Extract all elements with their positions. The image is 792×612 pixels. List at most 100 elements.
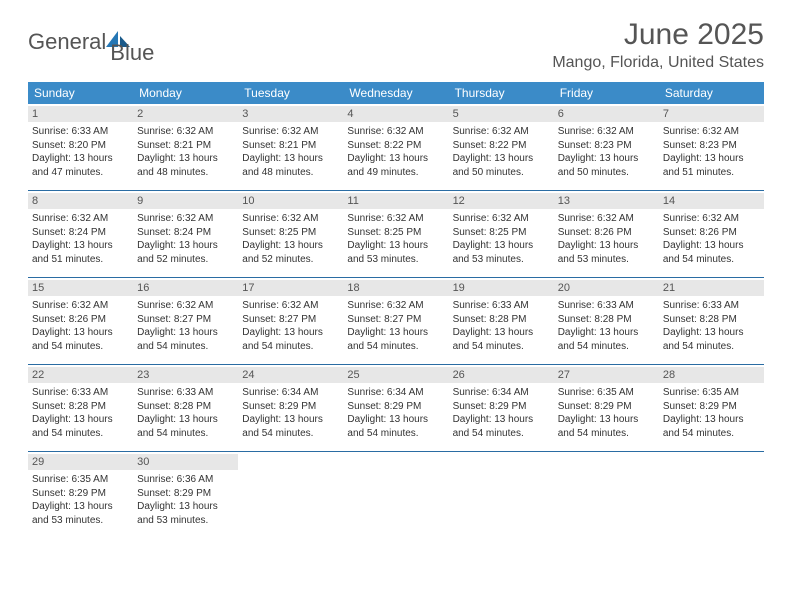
day-number: 16 <box>133 280 238 296</box>
dow-cell: Monday <box>133 82 238 104</box>
brand-logo: General Blue <box>28 18 154 66</box>
sunset-line: Sunset: 8:21 PM <box>137 139 234 153</box>
day-number: 2 <box>133 106 238 122</box>
day-cell: 19Sunrise: 6:33 AMSunset: 8:28 PMDayligh… <box>449 278 554 364</box>
sunset-line: Sunset: 8:29 PM <box>558 400 655 414</box>
sunrise-line: Sunrise: 6:34 AM <box>242 386 339 400</box>
day-number: 15 <box>28 280 133 296</box>
sunset-line: Sunset: 8:29 PM <box>242 400 339 414</box>
sunset-line: Sunset: 8:27 PM <box>347 313 444 327</box>
sunset-line: Sunset: 8:29 PM <box>32 487 129 501</box>
daylight-line: Daylight: 13 hours and 54 minutes. <box>32 413 129 440</box>
sunrise-line: Sunrise: 6:34 AM <box>347 386 444 400</box>
sunset-line: Sunset: 8:22 PM <box>347 139 444 153</box>
title-month: June 2025 <box>552 18 764 52</box>
day-cell: 24 Sunrise: 6:34 AMSunset: 8:29 PMDayligh… <box>238 365 343 451</box>
day-number: 9 <box>133 193 238 209</box>
day-cell: 6Sunrise: 6:32 AMSunset: 8:23 PMDaylight… <box>554 104 659 190</box>
sunset-line: Sunset: 8:28 PM <box>32 400 129 414</box>
sunset-line: Sunset: 8:29 PM <box>347 400 444 414</box>
day-cell: 21Sunrise: 6:33 AMSunset: 8:28 PMDayligh… <box>659 278 764 364</box>
sunset-line: Sunset: 8:25 PM <box>453 226 550 240</box>
daylight-line: Daylight: 13 hours and 51 minutes. <box>663 152 760 179</box>
day-number: 27 <box>554 367 659 383</box>
calendar-weeks: 1Sunrise: 6:33 AMSunset: 8:20 PMDaylight… <box>28 104 764 538</box>
day-cell: 20Sunrise: 6:33 AMSunset: 8:28 PMDayligh… <box>554 278 659 364</box>
day-number: 30 <box>133 454 238 470</box>
sunset-line: Sunset: 8:24 PM <box>137 226 234 240</box>
sunset-line: Sunset: 8:29 PM <box>137 487 234 501</box>
title-location: Mango, Florida, United States <box>552 54 764 72</box>
sunrise-line: Sunrise: 6:35 AM <box>663 386 760 400</box>
day-cell: 22Sunrise: 6:33 AMSunset: 8:28 PMDayligh… <box>28 365 133 451</box>
daylight-line: Daylight: 13 hours and 51 minutes. <box>32 239 129 266</box>
sunrise-line: Sunrise: 6:35 AM <box>32 473 129 487</box>
sunset-line: Sunset: 8:26 PM <box>663 226 760 240</box>
daylight-line: Daylight: 13 hours and 54 minutes. <box>242 326 339 353</box>
sunset-line: Sunset: 8:27 PM <box>137 313 234 327</box>
daylight-line: Daylight: 13 hours and 54 minutes. <box>558 326 655 353</box>
day-cell: 13Sunrise: 6:32 AMSunset: 8:26 PMDayligh… <box>554 191 659 277</box>
day-cell: 30Sunrise: 6:36 AMSunset: 8:29 PMDayligh… <box>133 452 238 538</box>
day-cell <box>449 452 554 538</box>
sunset-line: Sunset: 8:25 PM <box>347 226 444 240</box>
daylight-line: Daylight: 13 hours and 54 minutes. <box>663 239 760 266</box>
daylight-line: Daylight: 13 hours and 54 minutes. <box>137 326 234 353</box>
day-number: 14 <box>659 193 764 209</box>
sunrise-line: Sunrise: 6:32 AM <box>347 125 444 139</box>
sunrise-line: Sunrise: 6:32 AM <box>242 125 339 139</box>
calendar: SundayMondayTuesdayWednesdayThursdayFrid… <box>28 82 764 538</box>
day-number: 26 <box>449 367 554 383</box>
day-cell <box>659 452 764 538</box>
sunrise-line: Sunrise: 6:32 AM <box>453 125 550 139</box>
day-number: 25 <box>343 367 448 383</box>
day-number: 19 <box>449 280 554 296</box>
daylight-line: Daylight: 13 hours and 54 minutes. <box>242 413 339 440</box>
sunrise-line: Sunrise: 6:33 AM <box>32 386 129 400</box>
sunset-line: Sunset: 8:23 PM <box>558 139 655 153</box>
days-of-week-row: SundayMondayTuesdayWednesdayThursdayFrid… <box>28 82 764 104</box>
sunset-line: Sunset: 8:27 PM <box>242 313 339 327</box>
day-cell <box>554 452 659 538</box>
dow-cell: Wednesday <box>343 82 448 104</box>
daylight-line: Daylight: 13 hours and 48 minutes. <box>137 152 234 179</box>
daylight-line: Daylight: 13 hours and 53 minutes. <box>558 239 655 266</box>
sunrise-line: Sunrise: 6:32 AM <box>137 299 234 313</box>
daylight-line: Daylight: 13 hours and 54 minutes. <box>558 413 655 440</box>
day-number: 10 <box>238 193 343 209</box>
brand-word1: General <box>28 29 106 55</box>
sunset-line: Sunset: 8:26 PM <box>558 226 655 240</box>
sunrise-line: Sunrise: 6:32 AM <box>242 212 339 226</box>
daylight-line: Daylight: 13 hours and 54 minutes. <box>137 413 234 440</box>
day-cell: 12Sunrise: 6:32 AMSunset: 8:25 PMDayligh… <box>449 191 554 277</box>
day-cell: 5Sunrise: 6:32 AMSunset: 8:22 PMDaylight… <box>449 104 554 190</box>
day-cell: 27Sunrise: 6:35 AMSunset: 8:29 PMDayligh… <box>554 365 659 451</box>
daylight-line: Daylight: 13 hours and 47 minutes. <box>32 152 129 179</box>
dow-cell: Sunday <box>28 82 133 104</box>
day-number: 20 <box>554 280 659 296</box>
dow-cell: Thursday <box>449 82 554 104</box>
sunset-line: Sunset: 8:28 PM <box>453 313 550 327</box>
day-number: 6 <box>554 106 659 122</box>
sunrise-line: Sunrise: 6:33 AM <box>453 299 550 313</box>
sunrise-line: Sunrise: 6:32 AM <box>242 299 339 313</box>
week-row: 15Sunrise: 6:32 AMSunset: 8:26 PMDayligh… <box>28 278 764 365</box>
day-cell: 10Sunrise: 6:32 AMSunset: 8:25 PMDayligh… <box>238 191 343 277</box>
sunrise-line: Sunrise: 6:32 AM <box>663 125 760 139</box>
sunset-line: Sunset: 8:22 PM <box>453 139 550 153</box>
sunrise-line: Sunrise: 6:32 AM <box>137 212 234 226</box>
day-cell: 8Sunrise: 6:32 AMSunset: 8:24 PMDaylight… <box>28 191 133 277</box>
day-number: 11 <box>343 193 448 209</box>
day-number: 5 <box>449 106 554 122</box>
sunset-line: Sunset: 8:24 PM <box>32 226 129 240</box>
day-cell: 25Sunrise: 6:34 AMSunset: 8:29 PMDayligh… <box>343 365 448 451</box>
day-cell <box>238 452 343 538</box>
day-cell: 3Sunrise: 6:32 AMSunset: 8:21 PMDaylight… <box>238 104 343 190</box>
day-cell: 2Sunrise: 6:32 AMSunset: 8:21 PMDaylight… <box>133 104 238 190</box>
day-number: 8 <box>28 193 133 209</box>
day-cell: 29Sunrise: 6:35 AMSunset: 8:29 PMDayligh… <box>28 452 133 538</box>
day-number: 24 <box>238 367 343 383</box>
week-row: 8Sunrise: 6:32 AMSunset: 8:24 PMDaylight… <box>28 191 764 278</box>
sunset-line: Sunset: 8:26 PM <box>32 313 129 327</box>
sunrise-line: Sunrise: 6:32 AM <box>32 299 129 313</box>
